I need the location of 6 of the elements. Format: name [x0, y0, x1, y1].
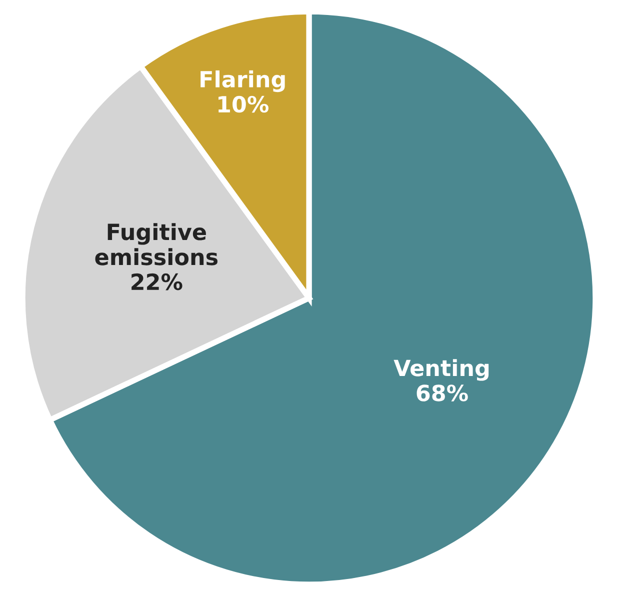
data-label: 10%	[218, 96, 269, 113]
data-label: 22%	[132, 273, 182, 290]
data-label: 68%	[416, 384, 468, 402]
slice-label: Fugitive emissions	[95, 223, 218, 266]
slice-label: Venting	[394, 359, 489, 381]
slice-label: Flaring	[200, 70, 285, 92]
